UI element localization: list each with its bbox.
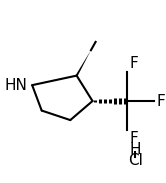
Text: F: F [129, 131, 138, 146]
Text: F: F [129, 56, 138, 71]
Text: Cl: Cl [128, 153, 143, 168]
Polygon shape [76, 50, 91, 76]
Text: F: F [156, 94, 165, 109]
Text: H: H [130, 142, 141, 157]
Text: HN: HN [4, 78, 27, 93]
